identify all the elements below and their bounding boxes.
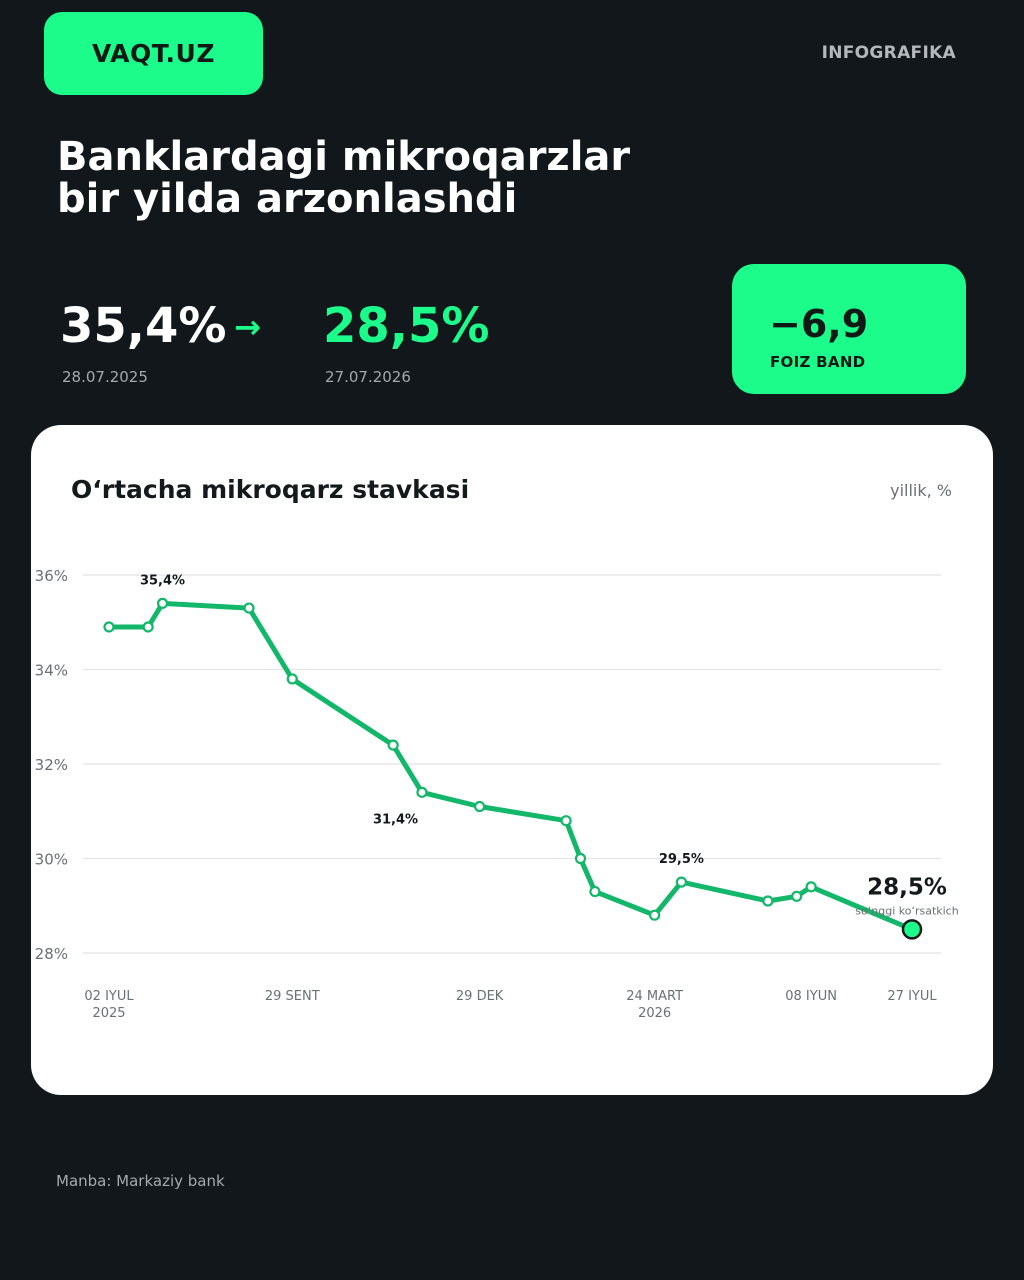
data-label: 35,4%: [140, 573, 185, 588]
chart-title: O‘rtacha mikroqarz stavkasi: [71, 475, 470, 504]
y-tick-label: 34%: [35, 662, 68, 680]
data-point: [649, 909, 661, 921]
x-tick-label: 24 MART: [626, 989, 683, 1004]
new-rate-date: 27.07.2026: [325, 368, 411, 386]
data-point: [574, 852, 587, 865]
page-title: Banklardagi mikroqarzlar bir yilda arzon…: [57, 134, 631, 222]
data-point: [791, 890, 803, 902]
x-tick-sublabel: 2026: [638, 1006, 671, 1021]
data-point: [762, 895, 774, 907]
data-point: [103, 621, 115, 633]
x-tick-label: 08 IYUN: [785, 989, 837, 1004]
series-line: [106, 600, 915, 932]
x-tick-label: 27 IYUL: [887, 989, 937, 1004]
data-point: [589, 885, 601, 898]
data-point: [387, 739, 399, 751]
data-point: [286, 673, 298, 685]
old-rate-value: 35,4%: [60, 298, 227, 354]
data-point: [142, 621, 154, 633]
y-tick-label: 28%: [35, 945, 68, 963]
change-label: FOIZ BAND: [770, 353, 866, 371]
change-badge: −6,9 FOIZ BAND: [732, 264, 966, 394]
data-point: [416, 786, 428, 798]
chart-card: O‘rtacha mikroqarz stavkasi yillik, % 36…: [31, 425, 993, 1095]
x-tick-sublabel: 2025: [92, 1006, 125, 1021]
old-rate-date: 28.07.2025: [62, 368, 148, 386]
x-tick-label: 29 SENT: [265, 989, 320, 1004]
y-tick-label: 36%: [35, 567, 68, 585]
line-chart: 36% 34% 32% 30% 28% 02 IYUL 2025 29 SENT 29 DEK 2…: [35, 567, 959, 1021]
data-point: [675, 876, 687, 888]
latest-point-marker: [901, 919, 923, 940]
y-tick-label: 30%: [35, 851, 68, 869]
new-rate-value: 28,5%: [323, 298, 490, 354]
x-tick-label: 29 DEK: [456, 989, 504, 1004]
brand-logo[interactable]: VAQT.UZ: [44, 12, 263, 95]
change-value: −6,9: [769, 302, 869, 346]
y-tick-label: 32%: [35, 756, 68, 774]
source-note: Manba: Markaziy bank: [56, 1172, 225, 1190]
latest-value-caption: so‘nggi ko‘rsatkich: [855, 904, 958, 917]
latest-value-label: 28,5%: [867, 874, 947, 900]
data-label: 31,4%: [373, 812, 418, 827]
data-label: 29,5%: [659, 852, 704, 867]
data-point: [243, 602, 255, 614]
data-point: [474, 800, 486, 813]
chart-unit: yillik, %: [890, 481, 952, 500]
data-point: [805, 881, 817, 893]
section-tag: INFOGRAFIKA: [821, 43, 956, 63]
x-tick-label: 02 IYUL: [84, 989, 134, 1004]
arrow-right-icon: →: [234, 308, 261, 346]
data-point: [560, 815, 572, 827]
data-point: [156, 597, 169, 609]
